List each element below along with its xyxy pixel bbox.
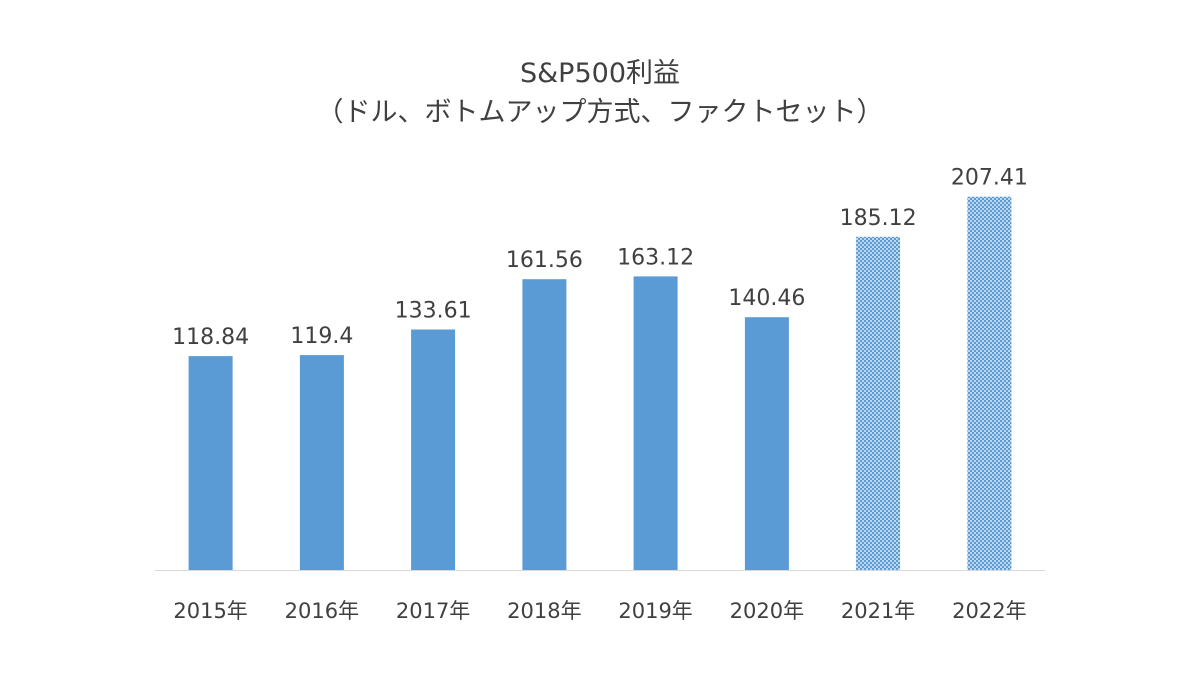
x-tick-label: 2020年 xyxy=(730,599,804,623)
bar-2018年 xyxy=(522,279,567,570)
data-label: 163.12 xyxy=(617,245,694,270)
bars-group xyxy=(188,196,1012,571)
x-tick-label: 2017年 xyxy=(396,599,470,623)
data-label: 161.56 xyxy=(506,248,583,273)
bar-2015年 xyxy=(188,356,233,570)
data-label: 119.4 xyxy=(290,324,353,349)
data-labels-group: 118.84 119.4 133.61 161.56 163.12 140.46 185.1… xyxy=(172,166,1028,350)
x-tick-label: 2019年 xyxy=(618,599,692,623)
bar-2019年 xyxy=(633,276,678,570)
chart-title: S&P500利益 xyxy=(519,58,680,89)
data-label: 140.46 xyxy=(728,286,805,311)
data-label: 207.41 xyxy=(951,166,1028,191)
bar-2017年 xyxy=(411,329,456,570)
chart-subtitle: （ドル、ボトムアップ方式、ファクトセット） xyxy=(316,97,884,128)
x-tick-label: 2022年 xyxy=(952,599,1026,623)
data-label: 185.12 xyxy=(840,206,917,231)
data-label: 118.84 xyxy=(172,325,249,350)
bar-2020年 xyxy=(744,317,789,570)
data-label: 133.61 xyxy=(395,299,472,324)
bar-2022年 xyxy=(967,196,1012,570)
x-tick-labels-group: 2015年 2016年 2017年 2018年 2019年 2020年 2021年 2022年 xyxy=(173,599,1026,623)
x-tick-label: 2018年 xyxy=(507,599,581,623)
x-tick-label: 2021年 xyxy=(841,599,915,623)
bar-2016年 xyxy=(299,355,344,570)
bar-2021年 xyxy=(856,236,901,571)
x-tick-label: 2016年 xyxy=(285,599,359,623)
x-tick-label: 2015年 xyxy=(173,599,247,623)
